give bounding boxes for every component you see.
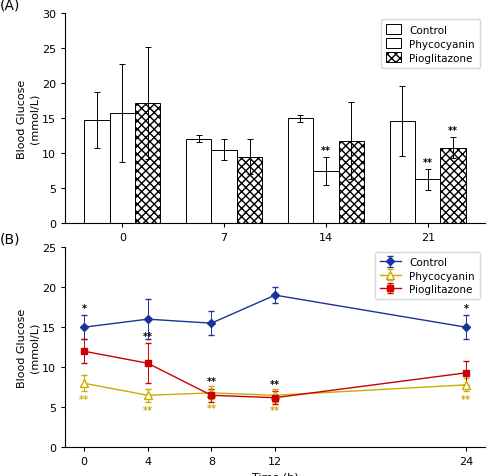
Text: (A): (A) xyxy=(0,0,20,12)
Text: **: ** xyxy=(142,331,152,341)
Text: **: ** xyxy=(461,395,471,405)
Text: **: ** xyxy=(270,405,280,415)
Legend: Control, Phycocyanin, Pioglitazone: Control, Phycocyanin, Pioglitazone xyxy=(381,20,480,69)
Y-axis label: Blood Glucose
(mmol/L): Blood Glucose (mmol/L) xyxy=(18,308,39,387)
Bar xyxy=(288,119,313,224)
Bar xyxy=(237,158,262,224)
Bar xyxy=(212,150,237,224)
Text: (B): (B) xyxy=(0,231,20,246)
Text: **: ** xyxy=(206,377,216,387)
Text: *: * xyxy=(464,303,468,313)
Bar xyxy=(440,149,466,224)
Bar xyxy=(110,114,135,224)
Text: **: ** xyxy=(206,403,216,413)
Text: **: ** xyxy=(321,145,331,155)
Bar xyxy=(338,141,364,224)
Bar xyxy=(313,171,338,224)
Text: *: * xyxy=(82,303,86,313)
Bar xyxy=(84,121,110,224)
Text: **: ** xyxy=(448,126,458,136)
Y-axis label: Blood Glucose
(mmol/L): Blood Glucose (mmol/L) xyxy=(18,79,39,159)
Bar xyxy=(186,139,212,224)
Text: **: ** xyxy=(142,405,152,415)
Bar xyxy=(390,122,415,224)
Text: **: ** xyxy=(422,157,432,167)
X-axis label: Time (h): Time (h) xyxy=(252,472,298,476)
Bar xyxy=(135,104,160,224)
Bar xyxy=(415,180,440,224)
X-axis label: Day: Day xyxy=(264,248,286,258)
Legend: Control, Phycocyanin, Pioglitazone: Control, Phycocyanin, Pioglitazone xyxy=(374,253,480,299)
Text: **: ** xyxy=(270,379,280,389)
Text: **: ** xyxy=(79,395,89,405)
